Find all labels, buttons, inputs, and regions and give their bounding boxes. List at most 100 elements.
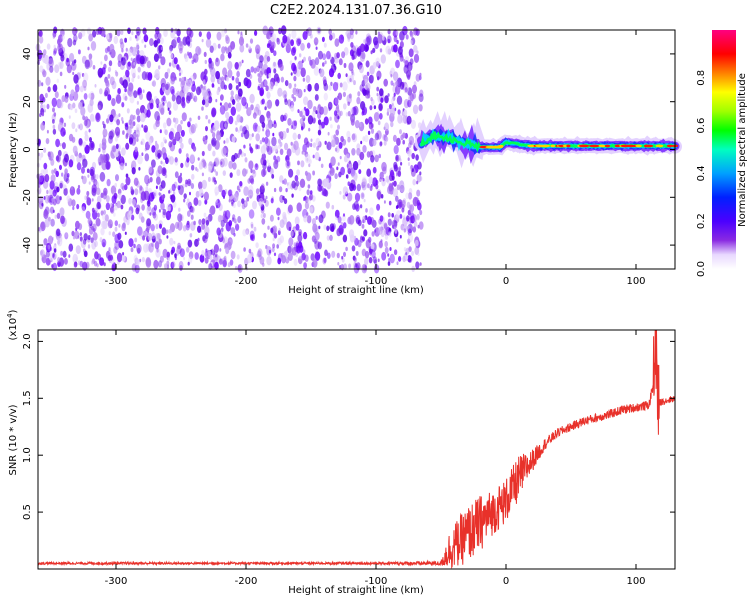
noise-blob [265,102,268,107]
noise-blob [369,207,374,216]
noise-blob [55,195,61,205]
noise-blob [266,145,273,155]
noise-blob [214,261,219,270]
noise-blob [53,47,58,54]
noise-blob [180,172,182,177]
svg-text:(x104): (x104) [6,309,19,340]
noise-blob [214,169,216,173]
noise-blob [96,195,102,204]
signal-hotspot [578,144,590,148]
noise-blob [179,189,183,196]
noise-blob [165,229,169,234]
noise-blob [407,255,412,263]
noise-blob [130,247,134,253]
noise-blob [122,79,128,89]
noise-blob [188,251,194,260]
noise-blob [197,115,201,121]
noise-blob [264,106,267,111]
noise-blob [132,72,136,79]
noise-blob [133,62,136,66]
noise-blob [313,37,319,46]
noise-blob [341,51,346,59]
noise-blob [221,147,227,157]
noise-blob [220,161,223,165]
noise-blob [386,108,390,113]
noise-blob [64,153,69,163]
noise-blob [178,148,182,154]
noise-blob [221,131,224,135]
noise-blob [350,118,355,126]
noise-blob [352,50,357,60]
noise-blob [347,36,351,42]
noise-blob [208,263,213,270]
noise-blob [38,35,44,44]
noise-blob [59,207,65,217]
noise-blob [61,172,64,177]
noise-blob [145,131,151,141]
noise-blob [169,44,174,52]
noise-blob [204,257,209,264]
noise-blob [96,263,99,268]
noise-blob [153,40,158,48]
noise-blob [318,214,324,224]
noise-blob [362,89,367,96]
noise-blob [179,69,183,75]
noise-blob [160,180,166,189]
noise-blob [374,132,380,141]
noise-blob [124,37,127,43]
noise-blob [124,95,128,101]
noise-blob [90,92,95,101]
noise-blob [291,94,295,99]
noise-blob [273,120,276,125]
noise-blob [340,222,344,227]
snr-y-ticks: 0.51.01.52.0 [22,333,675,520]
noise-blob [255,163,258,168]
noise-blob [257,76,262,84]
noise-blob [99,257,105,266]
noise-blob [187,41,191,47]
colorbar-label: Normalized spectral amplitude [737,73,748,227]
noise-blob [397,154,401,161]
noise-blob [277,87,283,97]
noise-blob [261,218,266,225]
noise-blob [338,58,343,66]
noise-blob [405,34,409,40]
noise-blob [91,174,95,181]
noise-blob [214,186,220,196]
noise-blob [195,46,201,56]
noise-blob [376,203,381,211]
noise-blob [58,100,64,109]
noise-blob [286,128,289,133]
noise-blob [39,175,45,185]
noise-blob [201,99,206,106]
noise-blob [90,41,97,51]
noise-blob [396,137,401,146]
noise-blob [354,261,357,265]
noise-blob [354,262,358,268]
noise-blob [407,162,411,166]
noise-blob [158,260,162,268]
noise-blob [48,58,54,68]
noise-blob [238,149,243,156]
snr-x-ticks: -300 -200 -100 0 100 [105,330,646,587]
signal-hotspot [614,144,621,148]
noise-blob [201,106,204,111]
noise-blob [82,141,87,148]
noise-blob [209,255,213,261]
noise-blob [345,31,348,36]
noise-blob [88,181,91,185]
noise-blob [258,60,263,69]
noise-blob [71,230,75,237]
noise-blob [277,230,281,236]
noise-blob [369,185,373,191]
noise-blob [279,131,284,139]
y-tick-label: 1.0 [22,447,33,463]
noise-blob [248,133,253,141]
noise-blob [345,73,348,78]
noise-blob [291,62,296,72]
noise-blob [266,159,269,164]
noise-blob [43,54,50,65]
noise-blob [236,70,240,78]
noise-blob [416,180,419,185]
